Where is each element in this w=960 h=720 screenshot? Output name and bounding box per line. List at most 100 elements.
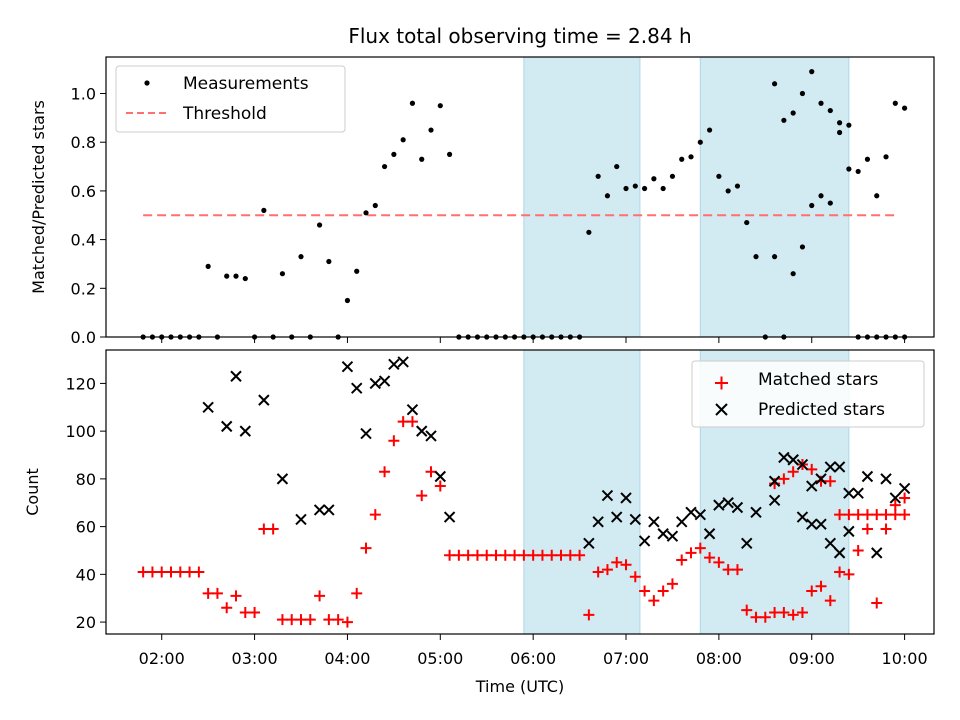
predicted-star-point [313,504,326,516]
matched-star-point [722,564,734,576]
matched-star-point [230,590,242,602]
matched-star-point [425,466,437,478]
matched-star-point [397,416,409,428]
predicted-star-point [620,492,632,504]
matched-star-point [221,602,233,614]
predicted-star-point [806,518,818,530]
matched-star-point [843,568,855,580]
x-tick-label: 03:00 [232,649,278,668]
measurement-point [279,271,286,277]
matched-star-point [899,509,911,521]
matched-star-point [546,549,558,561]
shaded-interval [523,349,641,635]
matched-star-point [889,509,901,521]
y-tick-label: 0.8 [71,133,96,152]
measurement-point [725,188,731,194]
matched-star-point [211,587,223,599]
x-tick-label: 05:00 [417,649,463,668]
bottom-y-axis-label: Count [23,468,42,516]
measurement-point [586,229,592,235]
predicted-star-point [666,530,679,542]
matched-star-point [351,587,363,599]
matched-star-point [462,549,474,561]
measurement-point [836,120,843,126]
predicted-star-point [239,425,251,437]
measurement-point [614,163,620,170]
predicted-star-point [741,537,753,550]
matched-star-point [369,509,381,521]
y-tick-label: 120 [65,374,96,393]
matched-star-point [778,473,790,485]
matched-star-point [759,611,771,623]
predicted-star-point [731,501,744,514]
measurement-point [298,254,304,260]
predicted-star-point [796,458,809,471]
matched-star-point [444,549,456,561]
measurement-point [697,139,703,145]
matched-star-point [666,578,678,590]
measurement-point [595,173,601,179]
measurement-point [641,185,648,192]
predicted-star-point [880,473,892,485]
matched-star-point [453,549,465,561]
predicted-star-point [815,518,827,530]
matched-star-point [899,492,911,504]
matched-star-point [861,523,873,535]
predicted-star-point [722,497,734,509]
measurement-point [651,176,657,182]
measurement-point [623,185,629,192]
predicted-star-point [416,425,428,437]
matched-star-point [471,549,483,561]
measurement-point [901,105,908,111]
matched-star-point [787,609,799,621]
measurement-point [363,210,369,216]
measurement-point [744,219,750,226]
matched-star-point [518,549,530,561]
matched-star-point [184,566,196,578]
matched-star-point [657,585,669,597]
predicted-star-point [360,427,372,440]
predicted-star-point [861,470,874,483]
predicted-star-point [824,537,837,550]
matched-star-point [806,463,818,475]
matched-star-point [509,549,521,561]
matched-star-point [843,509,855,521]
measurement-point [846,122,852,128]
y-tick-label: 0.4 [71,231,96,250]
measurement-point [883,154,889,160]
y-tick-label: 80 [76,470,96,489]
matched-star-point [871,597,883,609]
matched-star-point [202,587,214,599]
predicted-star-point [843,487,855,499]
predicted-star-point [824,461,837,473]
predicted-star-point [648,516,660,528]
legend-predicted-marker [715,403,728,416]
measurement-point [716,173,722,179]
legend-measurements-marker [144,80,150,86]
predicted-star-point [323,504,335,516]
measurement-point [233,273,239,279]
predicted-star-point [787,454,799,466]
predicted-star-point [258,394,270,406]
y-tick-label: 1.0 [71,85,96,104]
matched-star-point [481,549,493,561]
matched-star-point [778,607,790,619]
predicted-star-point [221,420,233,433]
measurement-point [781,117,787,123]
matched-star-point [267,523,279,535]
measurement-point [679,156,685,162]
predicted-star-point [601,489,614,502]
legend-measurements-label: Measurements [183,74,309,94]
matched-star-point [555,549,567,561]
measurement-point [381,163,388,170]
bottom-legend: Matched stars Predicted stars [691,360,925,428]
matched-star-point [824,475,836,487]
predicted-star-point [397,356,409,368]
matched-star-point [880,523,892,535]
chart-title: Flux total observing time = 2.84 h [348,24,691,48]
matched-star-point [796,607,808,619]
predicted-star-point [833,461,846,473]
top-panel: 0.0 0.2 0.4 0.6 0.8 1.0 Matched/Predicted sta… [29,56,935,347]
matched-star-point [332,614,344,626]
matched-star-point [834,509,846,521]
